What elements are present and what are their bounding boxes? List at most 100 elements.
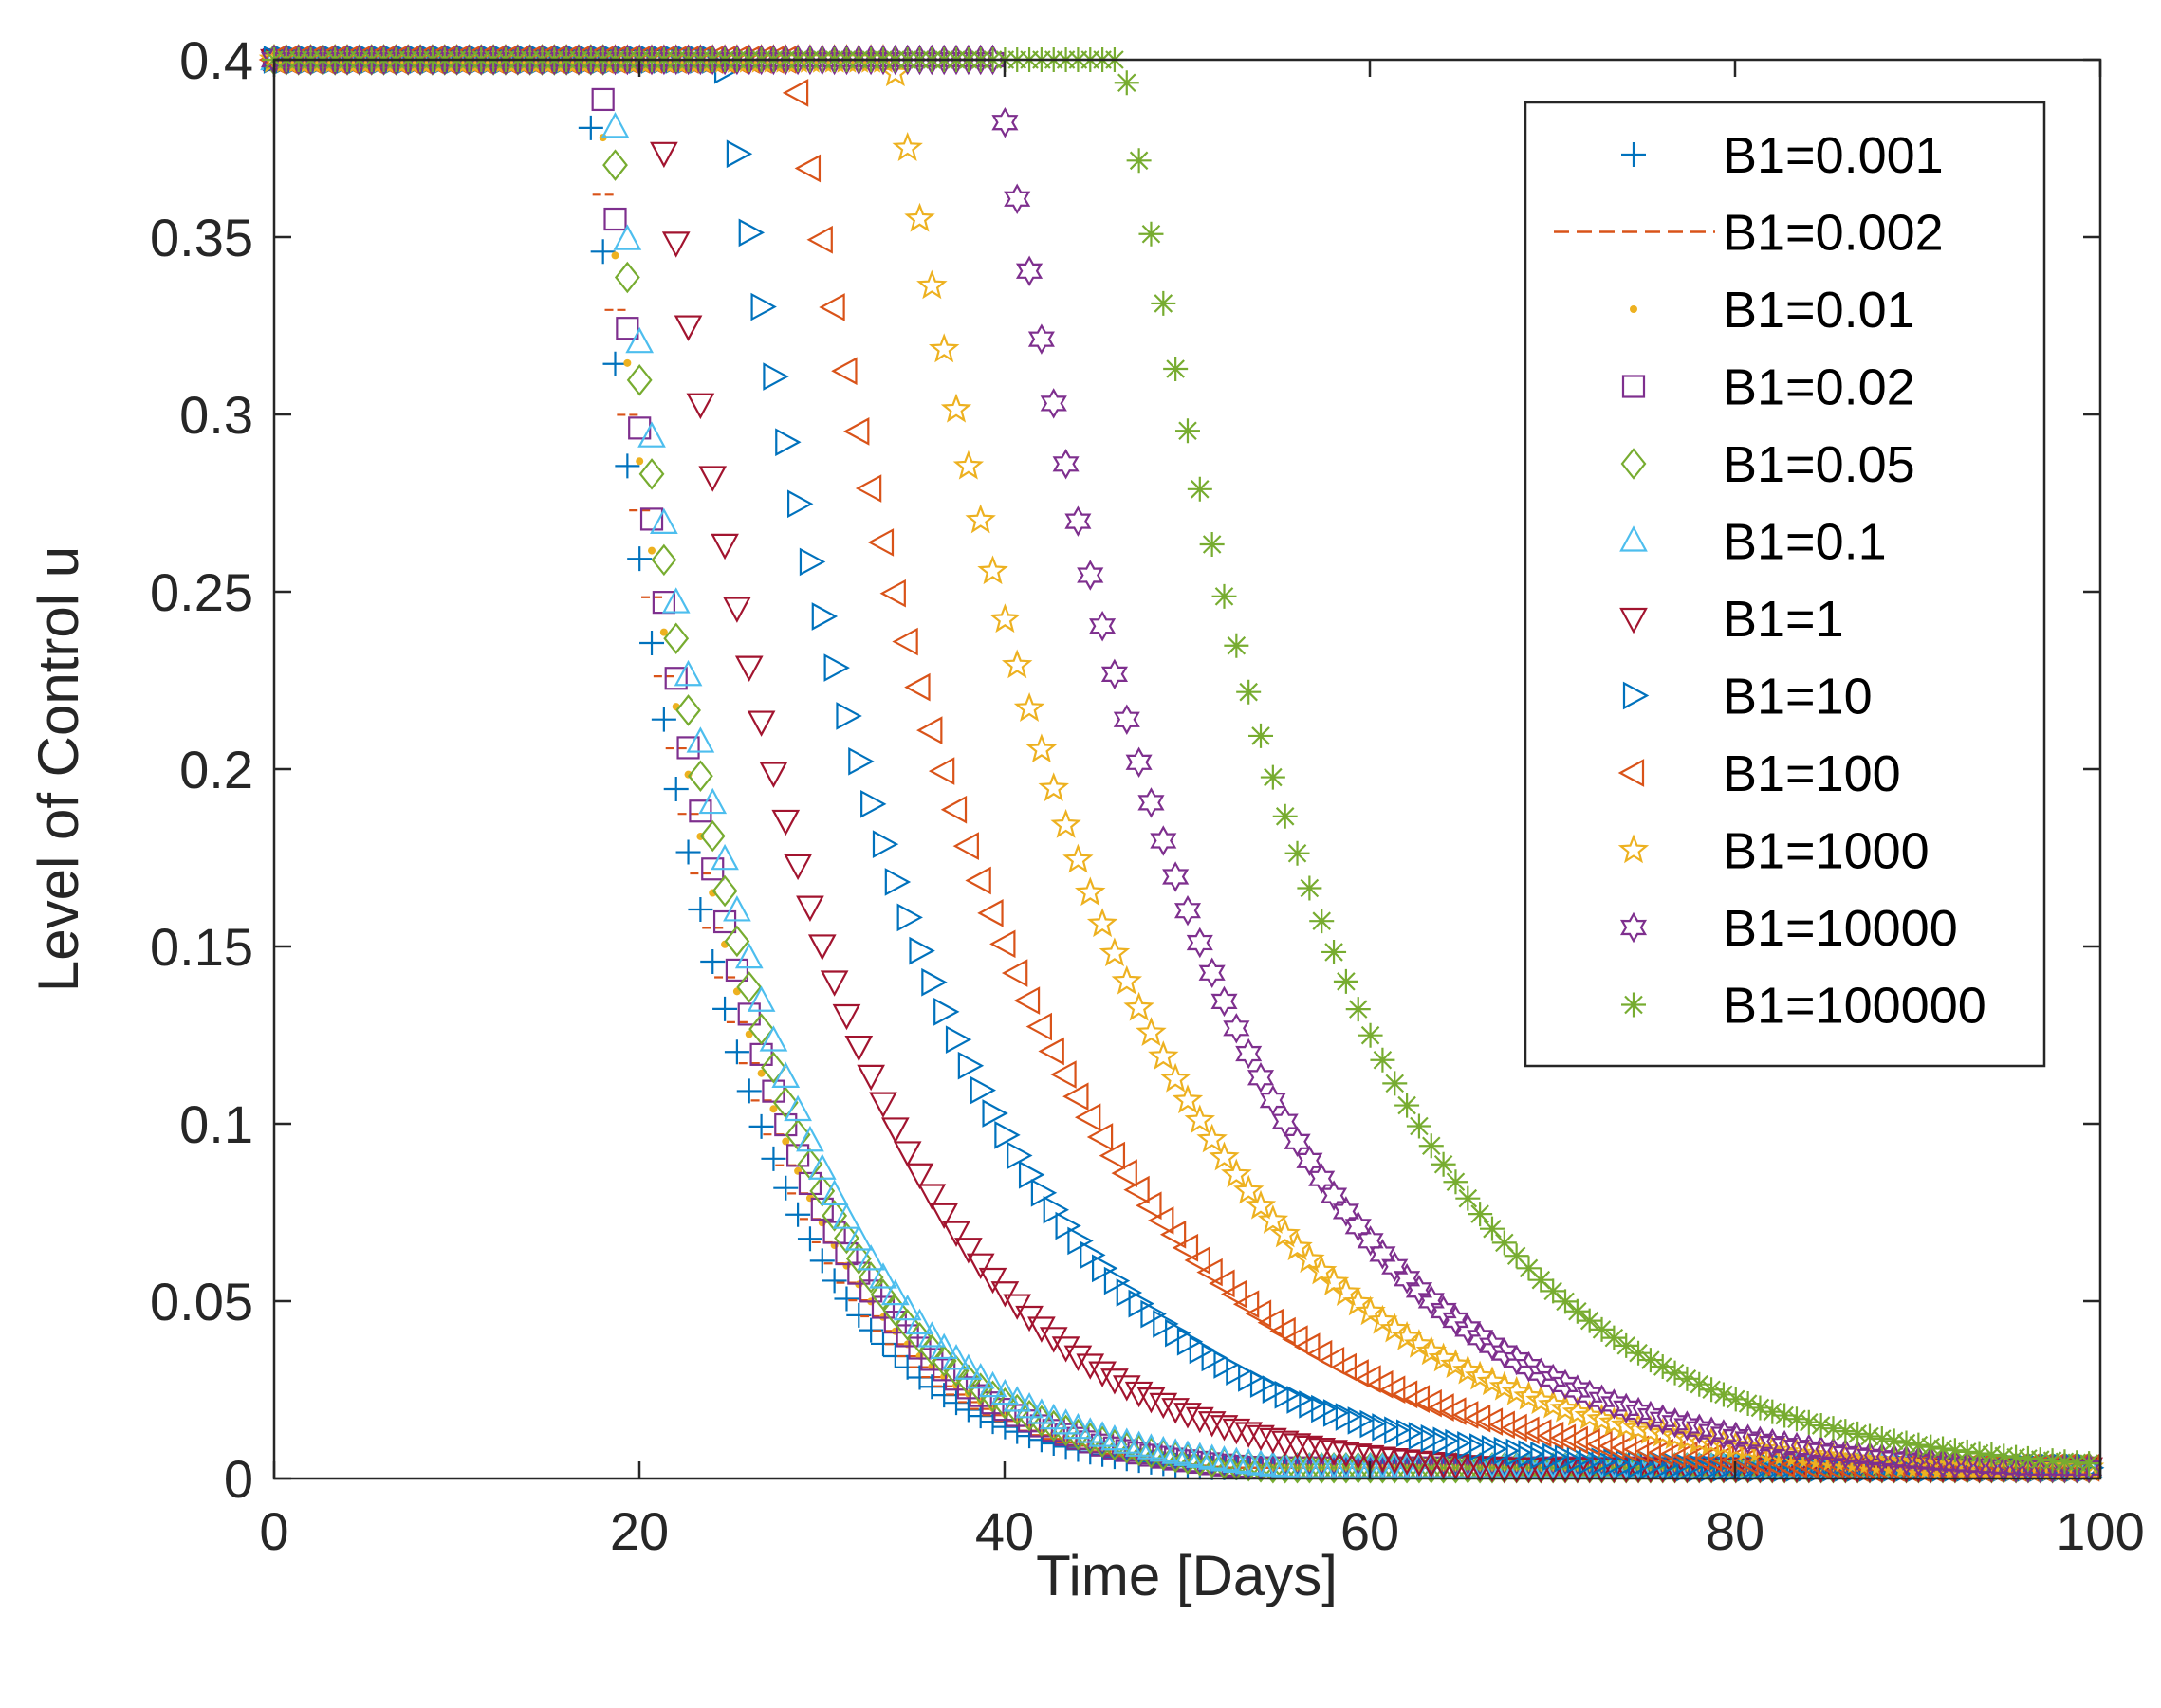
data-point: [602, 351, 628, 376]
data-point: [1553, 1289, 1579, 1314]
data-point: [1574, 1427, 1600, 1457]
data-point: [688, 897, 713, 923]
data-point: [796, 1125, 824, 1152]
data-point: [880, 1278, 910, 1306]
data-point: [1403, 1328, 1435, 1358]
data-point: [590, 239, 616, 265]
data-point: [928, 757, 955, 785]
x-tick-label: 60: [1340, 1501, 1399, 1561]
data-point: [1626, 1340, 1652, 1366]
data-point: [1406, 1113, 1431, 1139]
data-point: [1210, 1415, 1239, 1442]
data-point: [1637, 1348, 1663, 1373]
data-point: [1795, 1433, 1822, 1465]
data-point: [784, 854, 812, 881]
data-point: [748, 1113, 774, 1139]
legend-entry: B1=10000: [1619, 900, 1958, 957]
data-point: [1074, 1103, 1101, 1132]
data-point: [904, 202, 935, 232]
data-point: [965, 504, 996, 534]
data-point: [638, 458, 665, 490]
data-point: [1537, 1421, 1564, 1450]
data-point: [893, 1294, 922, 1321]
legend-entry: B1=0.001: [1621, 127, 1944, 184]
data-point: [1869, 1426, 1894, 1451]
data-point: [674, 315, 703, 341]
data-point: [1086, 1123, 1114, 1151]
data-point: [880, 1117, 910, 1144]
data-point: [1260, 764, 1285, 790]
data-point: [1148, 1040, 1179, 1070]
data-point: [1282, 1231, 1313, 1261]
data-point: [1695, 1443, 1723, 1472]
data-point: [1454, 1313, 1482, 1345]
data-point: [1431, 1151, 1456, 1177]
data-point: [1136, 1191, 1162, 1221]
legend-label: B1=0.01: [1723, 282, 1915, 339]
data-point: [1224, 633, 1249, 658]
data-point: [1173, 894, 1202, 927]
data-point: [1468, 1202, 1493, 1227]
data-point: [1344, 1211, 1372, 1242]
data-point: [759, 1025, 788, 1052]
data-point: [1003, 1386, 1032, 1412]
data-point: [859, 1279, 883, 1303]
data-point: [2027, 1447, 2053, 1473]
data-point: [734, 942, 764, 969]
data-point: [1659, 1440, 1686, 1468]
data-point: [1541, 1278, 1566, 1304]
data-point: [807, 1153, 837, 1180]
data-point: [1479, 1216, 1505, 1241]
data-point: [1561, 1425, 1588, 1455]
data-point: [725, 958, 749, 983]
data-point: [1418, 1133, 1444, 1159]
data-point: [1137, 787, 1165, 818]
data-point: [1308, 1163, 1336, 1194]
data-point: [1610, 1433, 1637, 1462]
data-point: [952, 832, 979, 861]
data-point: [1772, 1403, 1798, 1428]
data-point: [1782, 1431, 1811, 1463]
legend-swatch: [1621, 142, 1646, 167]
data-point: [1403, 1385, 1431, 1413]
legend-label: B1=10: [1723, 669, 1873, 725]
data-point: [820, 970, 849, 997]
data-point: [989, 929, 1016, 959]
data-point: [1257, 1204, 1289, 1234]
data-point: [1248, 723, 1274, 748]
x-tick-label: 100: [2056, 1501, 2144, 1561]
data-point: [847, 1261, 871, 1285]
x-tick-label: 80: [1706, 1501, 1764, 1561]
data-point: [1223, 1013, 1250, 1044]
data-point: [1245, 1299, 1272, 1329]
data-point: [798, 1171, 822, 1196]
x-tick-label: 0: [259, 1501, 288, 1561]
legend-label: B1=100: [1723, 745, 1901, 802]
data-point: [1063, 1412, 1093, 1440]
data-point: [942, 1344, 970, 1370]
legend-swatch: [1630, 305, 1637, 313]
legend-entry: B1=0.02: [1621, 359, 1915, 416]
data-point: [1528, 1267, 1554, 1293]
data-point: [1783, 1406, 1809, 1432]
data-point: [905, 1308, 934, 1335]
data-point: [1979, 1442, 2004, 1467]
data-point: [1245, 1189, 1277, 1220]
data-point: [1893, 1430, 1919, 1456]
data-point: [1455, 1185, 1481, 1211]
data-point: [1381, 1251, 1409, 1282]
data-point: [711, 874, 738, 908]
data-point: [787, 489, 814, 519]
data-point: [724, 1039, 749, 1065]
data-point: [737, 1002, 761, 1026]
data-point: [1452, 1354, 1484, 1385]
data-point: [1906, 1432, 1931, 1458]
data-point: [846, 1302, 872, 1328]
data-point: [663, 622, 690, 654]
y-tick-label: 0.3: [179, 385, 253, 445]
data-point: [1199, 531, 1225, 557]
data-point: [834, 1286, 859, 1312]
data-point: [1015, 255, 1044, 287]
data-point: [879, 579, 906, 608]
data-point: [712, 996, 738, 1021]
